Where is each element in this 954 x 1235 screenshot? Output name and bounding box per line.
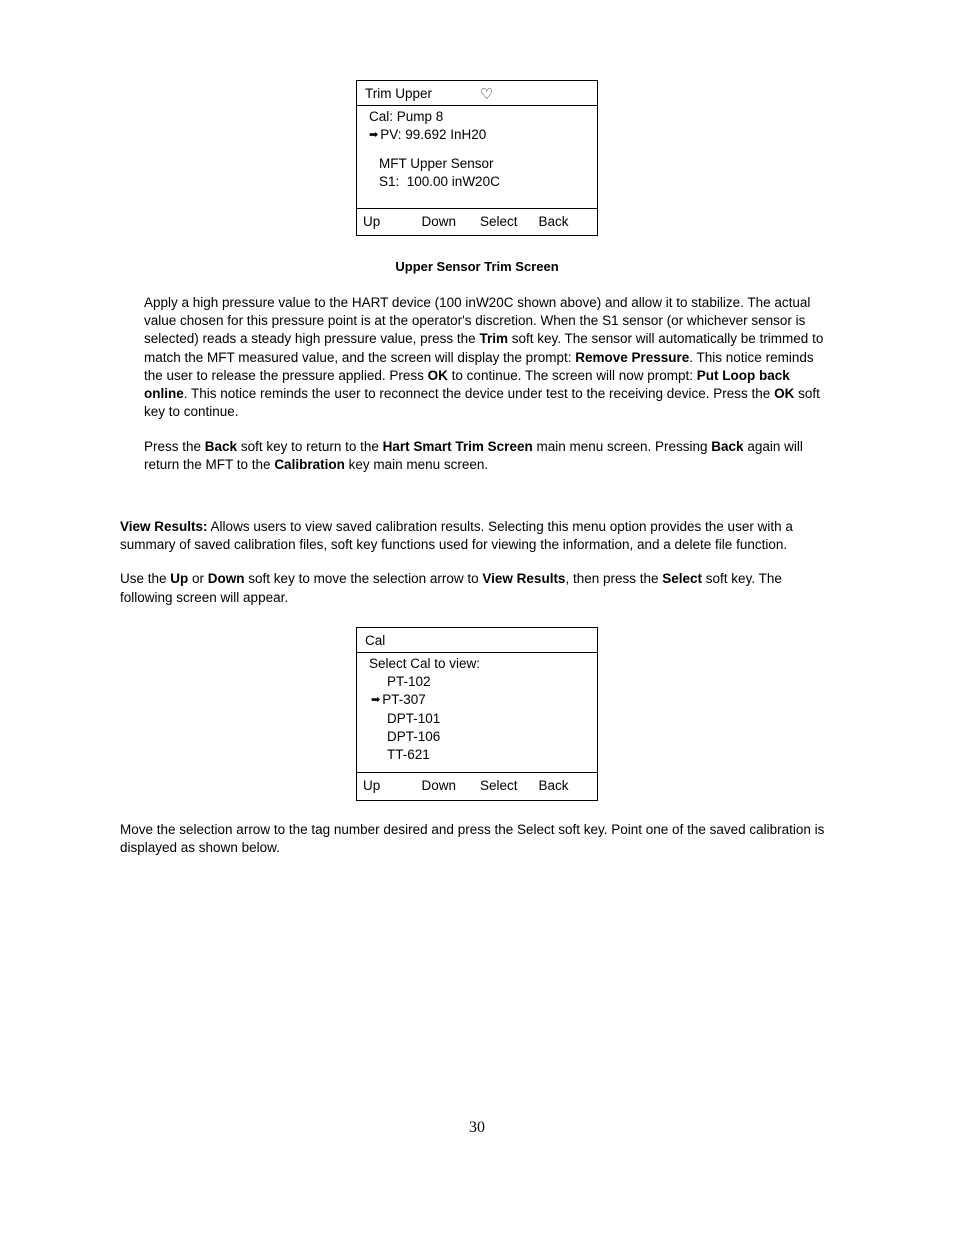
paragraph-view-results: View Results: Allows users to view saved… xyxy=(120,518,834,554)
softkey-up[interactable]: Up xyxy=(363,213,416,231)
screen1-cal-line: Cal: Pump 8 xyxy=(369,108,589,126)
view-results-screen: Cal Select Cal to view: PT-102➡PT-307DPT… xyxy=(356,627,598,801)
softkey-down[interactable]: Down xyxy=(416,777,475,795)
arrow-icon: ➡ xyxy=(369,128,378,143)
screen1-header: Trim Upper ♡ xyxy=(357,81,597,106)
heart-icon: ♡ xyxy=(480,87,493,102)
screen1-title: Trim Upper xyxy=(365,85,432,103)
list-item[interactable]: DPT-101 xyxy=(369,710,589,728)
screen1-s1-value: S1: 100.00 inW20C xyxy=(369,173,589,191)
screen1-pv-row: ➡ PV: 99.692 InH20 xyxy=(369,126,589,144)
list-item[interactable]: DPT-106 xyxy=(369,728,589,746)
list-item[interactable]: PT-102 xyxy=(369,673,589,691)
screen2-header: Cal xyxy=(357,628,597,653)
softkey-select[interactable]: Select xyxy=(474,213,533,231)
paragraph-navigate-view-results: Use the Up or Down soft key to move the … xyxy=(120,570,834,606)
softkey-back[interactable]: Back xyxy=(533,777,592,795)
softkey-select[interactable]: Select xyxy=(474,777,533,795)
list-item-label: PT-307 xyxy=(382,691,426,709)
cal-list: PT-102➡PT-307DPT-101DPT-106TT-621 xyxy=(369,673,589,764)
screen1-sensor-label: MFT Upper Sensor xyxy=(369,155,589,173)
paragraph-trim-instructions: Apply a high pressure value to the HART … xyxy=(144,294,834,422)
screen1-body: Cal: Pump 8 ➡ PV: 99.692 InH20 MFT Upper… xyxy=(357,106,597,208)
screen1-softkeys: Up Down Select Back xyxy=(357,208,597,235)
list-item[interactable]: TT-621 xyxy=(369,746,589,764)
arrow-icon: ➡ xyxy=(371,693,380,708)
screen2-title: Cal xyxy=(365,632,385,650)
screen2-body: Select Cal to view: PT-102➡PT-307DPT-101… xyxy=(357,653,597,772)
paragraph-select-tag: Move the selection arrow to the tag numb… xyxy=(120,821,834,857)
page-number: 30 xyxy=(120,1117,834,1139)
list-item[interactable]: ➡PT-307 xyxy=(369,691,589,709)
softkey-up[interactable]: Up xyxy=(363,777,416,795)
screen2-prompt: Select Cal to view: xyxy=(369,655,589,673)
screen1-pv-value: PV: 99.692 InH20 xyxy=(380,126,486,144)
trim-upper-screen: Trim Upper ♡ Cal: Pump 8 ➡ PV: 99.692 In… xyxy=(356,80,598,236)
paragraph-back-instructions: Press the Back soft key to return to the… xyxy=(144,438,834,474)
softkey-down[interactable]: Down xyxy=(416,213,475,231)
softkey-back[interactable]: Back xyxy=(533,213,592,231)
screen1-caption: Upper Sensor Trim Screen xyxy=(120,258,834,276)
screen2-softkeys: Up Down Select Back xyxy=(357,772,597,799)
